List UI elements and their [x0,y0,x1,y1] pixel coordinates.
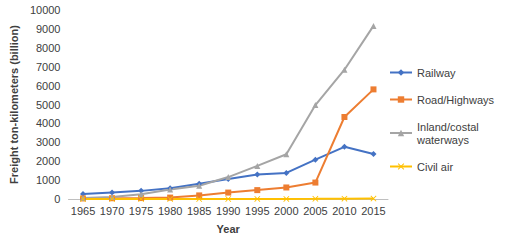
svg-text:Inland/costal: Inland/costal [417,121,482,133]
svg-text:0: 0 [54,193,60,205]
svg-text:5000: 5000 [36,99,60,111]
svg-text:Railway: Railway [417,67,456,79]
svg-text:Road/Highways: Road/Highways [417,94,495,106]
svg-text:10000: 10000 [30,4,61,16]
svg-text:7000: 7000 [36,61,60,73]
svg-text:Year: Year [217,223,241,235]
svg-text:1990: 1990 [216,205,240,217]
svg-text:1965: 1965 [71,205,95,217]
svg-text:9000: 9000 [36,23,60,35]
svg-text:1995: 1995 [245,205,269,217]
svg-text:Civil air: Civil air [417,161,453,173]
svg-text:2000: 2000 [274,205,298,217]
svg-text:1970: 1970 [100,205,124,217]
svg-text:6000: 6000 [36,80,60,92]
svg-text:2000: 2000 [36,155,60,167]
svg-text:2010: 2010 [332,205,356,217]
svg-text:3000: 3000 [36,136,60,148]
svg-text:1980: 1980 [158,205,182,217]
svg-text:8000: 8000 [36,42,60,54]
svg-text:2005: 2005 [303,205,327,217]
svg-text:waterways: waterways [416,134,469,146]
svg-text:Freight ton-kilometers (billio: Freight ton-kilometers (billion) [8,25,20,184]
svg-text:4000: 4000 [36,117,60,129]
svg-text:2015: 2015 [361,205,385,217]
svg-text:1975: 1975 [129,205,153,217]
svg-text:1985: 1985 [187,205,211,217]
svg-text:1000: 1000 [36,174,60,186]
